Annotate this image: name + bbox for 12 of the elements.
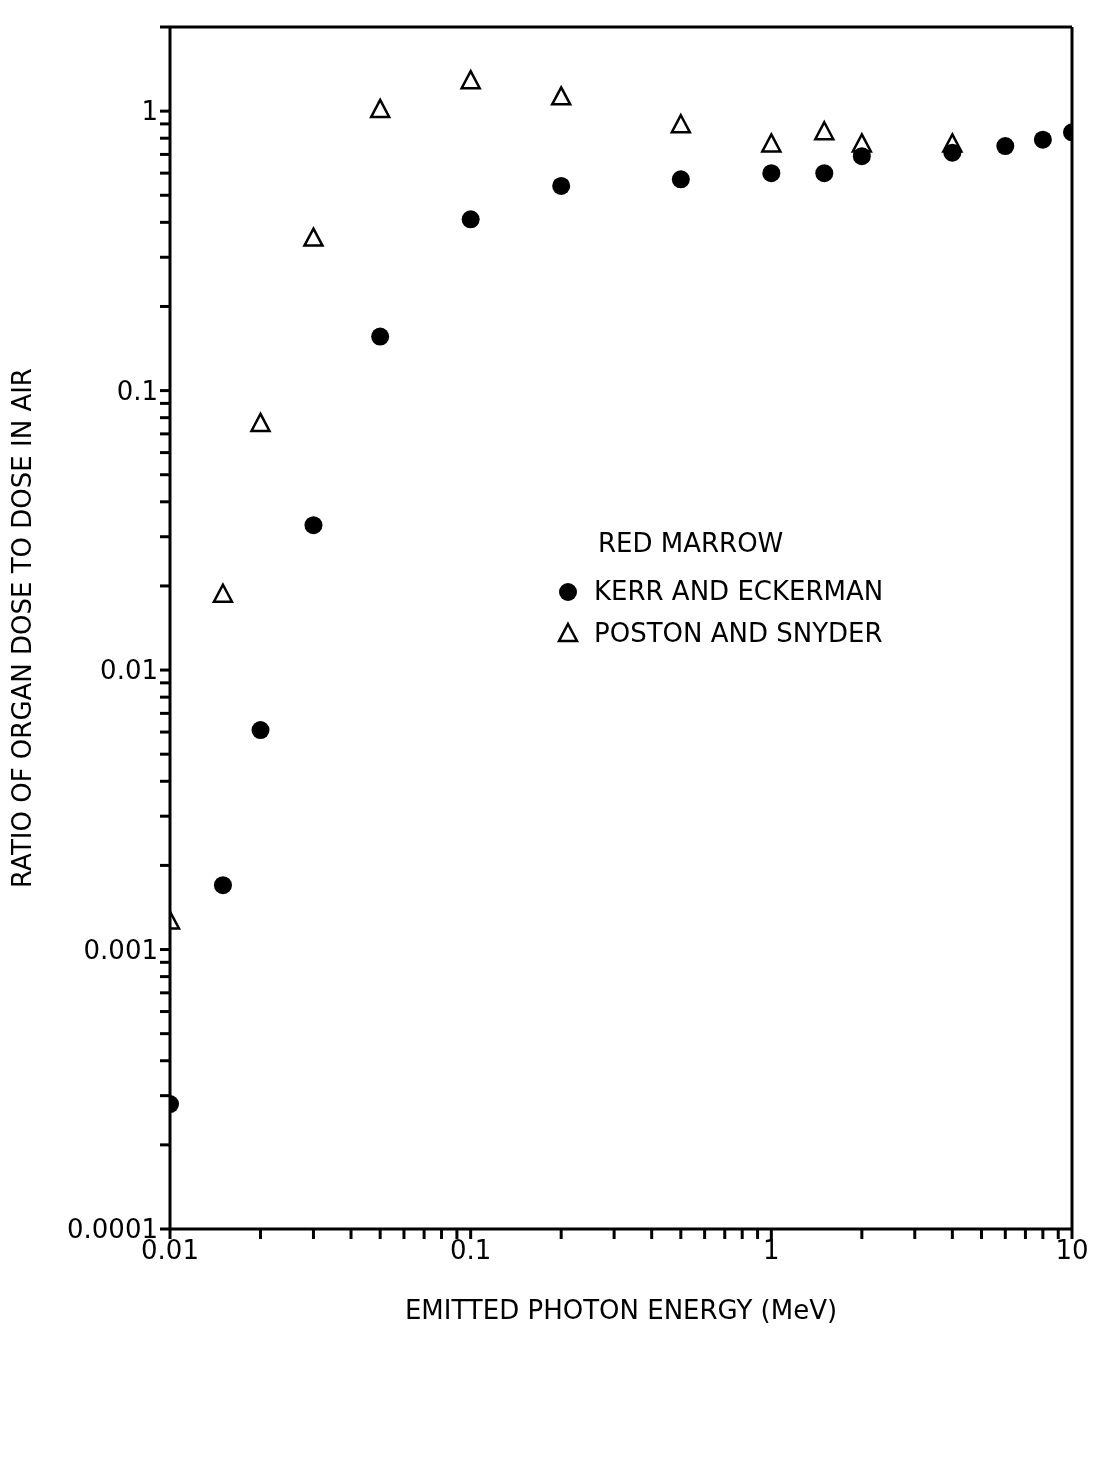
x-axis-title: EMITTED PHOTON ENERGY (MeV) — [404, 1295, 838, 1325]
y-tick-label: 0.01 — [100, 655, 158, 686]
legend-title: RED MARROW — [598, 528, 785, 558]
x-tick-label: 10 — [1055, 1235, 1089, 1266]
x-tick-label: 0.1 — [449, 1235, 492, 1266]
legend-label: POSTON AND SNYDER — [594, 618, 883, 648]
y-tick-label: 1 — [141, 96, 158, 127]
legend-label: KERR AND ECKERMAN — [594, 576, 884, 606]
y-axis-title: RATIO OF ORGAN DOSE TO DOSE IN AIR — [7, 368, 38, 888]
x-tick-label: 1 — [763, 1235, 780, 1266]
y-tick-label: 0.001 — [83, 934, 158, 965]
y-tick-label: 0.1 — [116, 375, 158, 406]
